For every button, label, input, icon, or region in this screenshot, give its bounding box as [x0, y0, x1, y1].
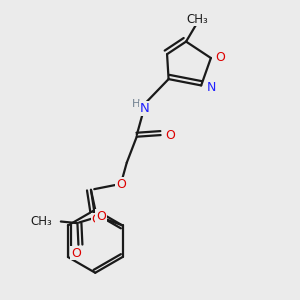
Text: O: O — [166, 129, 176, 142]
Text: O: O — [91, 213, 101, 226]
Text: O: O — [71, 247, 81, 260]
Text: CH₃: CH₃ — [31, 215, 52, 228]
Text: H: H — [131, 99, 140, 109]
Text: O: O — [96, 210, 106, 223]
Text: O: O — [116, 178, 126, 191]
Text: N: N — [206, 81, 216, 94]
Text: CH₃: CH₃ — [187, 13, 208, 26]
Text: N: N — [140, 102, 149, 115]
Text: O: O — [215, 50, 225, 64]
